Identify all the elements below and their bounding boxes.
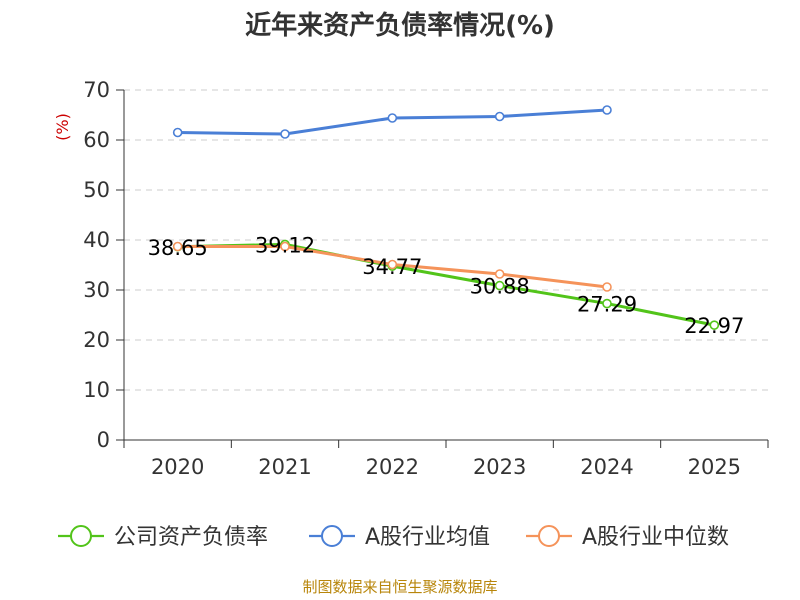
legend-marker: [321, 525, 343, 547]
y-tick-label: 40: [83, 228, 110, 252]
data-labels: 38.65 39.12 34.77 30.88 27.29 22.97: [148, 233, 745, 338]
data-label: 27.29: [577, 293, 637, 317]
series-point-0[interactable]: [602, 298, 612, 309]
data-label: 30.88: [470, 275, 530, 299]
legend-label: A股行业中位数: [582, 525, 729, 550]
series-point-2[interactable]: [602, 282, 612, 292]
data-label: 34.77: [362, 255, 422, 279]
series-line-0: [177, 242, 715, 327]
grid-lines: [124, 89, 768, 391]
series-point-1[interactable]: [387, 113, 398, 123]
series-point-2[interactable]: [494, 269, 505, 279]
x-tick-label: 2021: [258, 455, 311, 479]
y-tick-label: 0: [97, 428, 110, 452]
data-label: 39.12: [255, 233, 315, 257]
series-point-2[interactable]: [387, 259, 398, 270]
y-tick-label: 70: [83, 78, 110, 102]
x-tick-label: 2023: [473, 455, 526, 479]
series-point-0[interactable]: [709, 320, 720, 330]
legend-item-0[interactable]: 公司资产负债率: [58, 525, 268, 550]
series-layer: [172, 105, 720, 330]
legend[interactable]: 公司资产负债率 A股行业均值 A股行业中位数: [58, 525, 729, 550]
y-axis-label: (%): [53, 113, 72, 141]
series-point-1[interactable]: [494, 111, 505, 122]
legend-marker: [538, 525, 560, 547]
chart-title: 近年来资产负债率情况(%): [245, 10, 555, 41]
y-tick-label: 20: [83, 328, 110, 352]
y-tick-label: 60: [83, 128, 110, 152]
series-point-2[interactable]: [280, 241, 290, 252]
series-point-0[interactable]: [494, 280, 505, 291]
legend-label: A股行业均值: [365, 525, 490, 550]
series-point-1[interactable]: [172, 127, 183, 138]
axes: 0 10 20 30 40 50 60 70 2020 2021 2022 2023 2024 2025: [83, 78, 769, 479]
y-tick-label: 10: [83, 378, 110, 402]
y-tick-label: 50: [83, 178, 110, 202]
legend-marker: [70, 525, 92, 547]
legend-label: 公司资产负债率: [114, 525, 268, 550]
series-point-1[interactable]: [602, 105, 612, 115]
y-tick-label: 30: [83, 278, 110, 302]
x-tick-label: 2022: [366, 455, 419, 479]
series-point-1[interactable]: [280, 129, 290, 139]
legend-item-2[interactable]: A股行业中位数: [526, 525, 729, 550]
data-label: 22.97: [684, 314, 744, 338]
x-tick-label: 2025: [688, 455, 741, 479]
source-note: 制图数据来自恒生聚源数据库: [302, 578, 497, 596]
x-tick-label: 2020: [151, 455, 204, 479]
data-label: 38.65: [148, 236, 208, 260]
x-tick-label: 2024: [580, 455, 633, 479]
legend-item-1[interactable]: A股行业均值: [309, 525, 490, 550]
series-point-2[interactable]: [172, 241, 183, 252]
